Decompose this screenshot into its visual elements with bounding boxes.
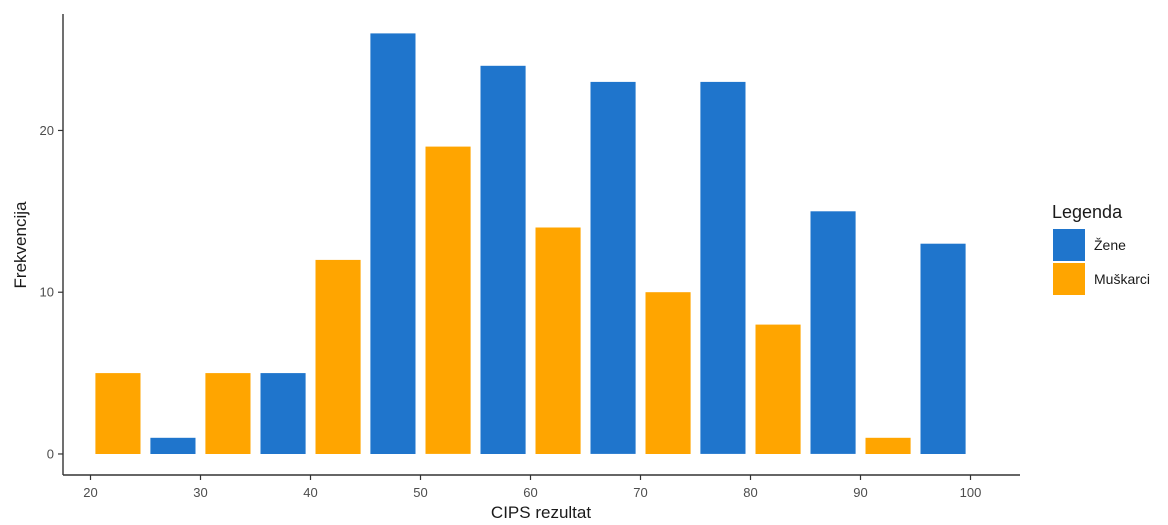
legend-key-zene	[1053, 229, 1085, 261]
y-axis-title: Frekvencija	[11, 201, 30, 288]
bar-zene-27.5	[150, 437, 196, 454]
legend-label-zene: Žene	[1094, 237, 1126, 253]
legend-key-muskarci	[1053, 263, 1085, 295]
bar-zene-87.5	[810, 211, 856, 454]
legend-items: Žene Muškarci	[1053, 229, 1150, 295]
bar-zene-97.5	[920, 243, 966, 454]
bar-zene-47.5	[370, 33, 416, 455]
bar-zene-77.5	[700, 81, 746, 454]
x-tick-label: 60	[523, 485, 537, 500]
y-tick-label: 0	[47, 446, 54, 461]
bar-muskarci-82.5	[755, 324, 801, 454]
x-tick-label: 50	[413, 485, 427, 500]
bar-muskarci-22.5	[95, 373, 141, 454]
x-tick-label: 30	[193, 485, 207, 500]
bar-muskarci-72.5	[645, 292, 691, 454]
x-tick-label: 70	[633, 485, 647, 500]
bar-muskarci-62.5	[535, 227, 581, 454]
bar-muskarci-92.5	[865, 437, 911, 454]
y-tick-label: 20	[40, 123, 54, 138]
x-axis-title: CIPS rezultat	[491, 503, 591, 522]
bar-zene-57.5	[480, 65, 526, 455]
bar-muskarci-32.5	[205, 373, 251, 454]
x-tick-label: 80	[743, 485, 757, 500]
x-tick-label: 100	[960, 485, 982, 500]
legend-title: Legenda	[1052, 202, 1123, 222]
legend-label-muskarci: Muškarci	[1094, 271, 1150, 287]
x-tick-label: 90	[853, 485, 867, 500]
x-tick-label: 20	[83, 485, 97, 500]
x-ticks-group: 20 30 40 50 60 70 80 90 100	[83, 475, 981, 500]
bar-zene-67.5	[590, 81, 636, 454]
legend: Legenda Žene Muškarci	[1052, 202, 1150, 295]
bar-zene-37.5	[260, 373, 306, 454]
bar-muskarci-42.5	[315, 259, 361, 454]
bars-group	[95, 33, 966, 455]
y-tick-label: 10	[40, 285, 54, 300]
y-ticks-group: 0 10 20	[40, 123, 63, 461]
x-tick-label: 40	[303, 485, 317, 500]
bar-muskarci-52.5	[425, 146, 471, 454]
